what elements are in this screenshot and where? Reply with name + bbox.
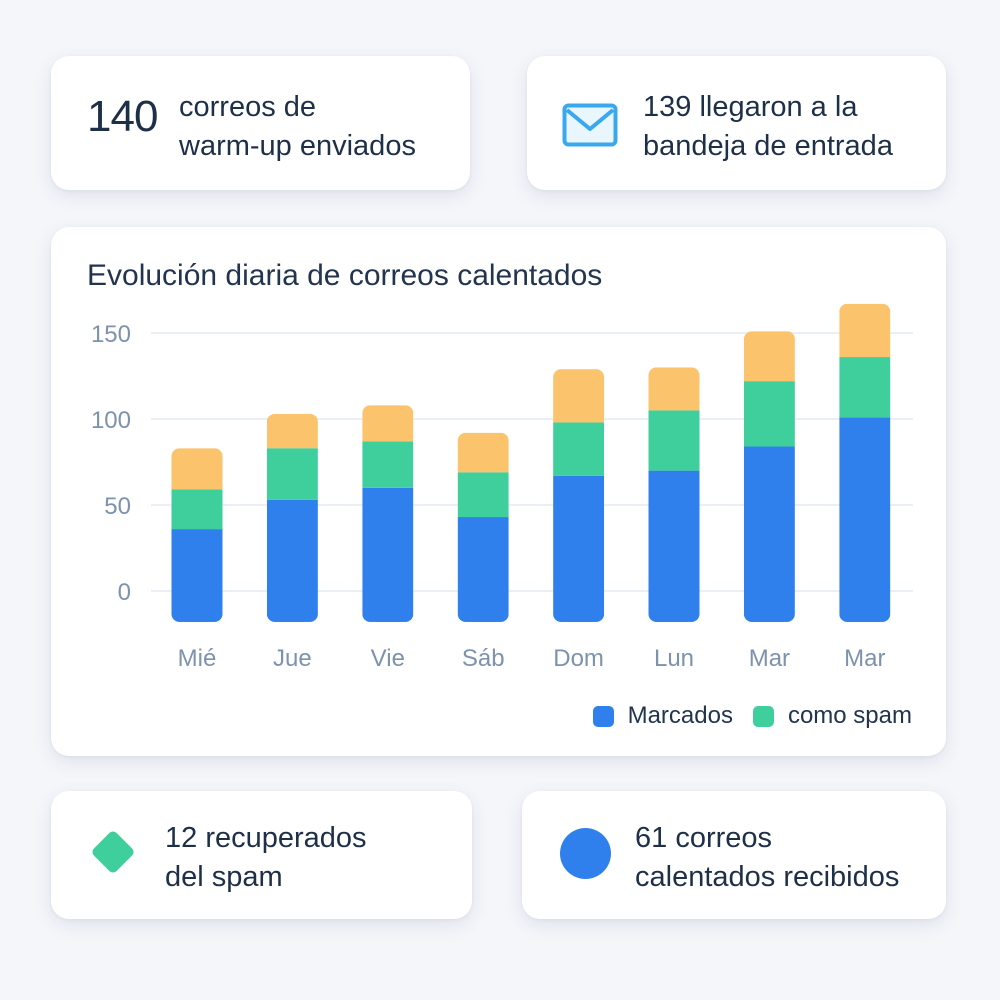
- bar-segment-4-2: [553, 369, 605, 423]
- recovered-label: 12 recuperados del spam: [165, 819, 367, 897]
- dot-icon: [560, 828, 611, 879]
- bar-segment-0-0: [171, 529, 223, 622]
- x-tick-label-3: Sáb: [462, 645, 505, 672]
- bar-stack-0: [171, 448, 223, 622]
- bar-segment-5-2: [648, 367, 700, 411]
- recovered-stat-card: 12 recuperados del spam: [51, 791, 472, 919]
- mail-icon: [562, 103, 618, 147]
- bar-segment-6-0: [743, 446, 795, 622]
- legend-swatch-green: [752, 705, 774, 727]
- x-tick-label-6: Mar: [749, 645, 790, 672]
- bar-segment-0-1: [171, 489, 223, 530]
- received-label-line-1: 61 correos: [635, 822, 773, 854]
- stacked-bar-chart: 0 50 100 150 Mié Jue Vie Sáb Dom Lun Mar Mar: [91, 303, 913, 672]
- sent-label-line-2: warm-up enviados: [179, 130, 416, 162]
- bar-stack-5: [648, 367, 700, 622]
- inbox-label-line-2: bandeja de entrada: [643, 130, 893, 162]
- bar-segment-7-1: [839, 357, 891, 418]
- bar-stack-1: [266, 413, 318, 622]
- bar-segment-3-2: [457, 432, 509, 473]
- bar-segment-3-0: [457, 517, 509, 622]
- bar-stack-6: [743, 331, 795, 622]
- bar-segment-5-0: [648, 470, 700, 622]
- inbox-label: 139 llegaron a la bandeja de entrada: [643, 88, 893, 166]
- received-label-line-2: calentados recibidos: [635, 861, 900, 893]
- bar-segment-1-0: [266, 499, 318, 622]
- bar-segment-4-0: [553, 475, 605, 622]
- received-label: 61 correos calentados recibidos: [635, 819, 899, 897]
- y-tick-label-0: 0: [118, 579, 131, 606]
- x-tick-label-4: Dom: [553, 645, 604, 672]
- bar-segment-7-0: [839, 417, 891, 622]
- bar-segment-1-1: [266, 448, 318, 500]
- bar-segment-2-0: [362, 487, 414, 622]
- x-tick-label-2: Vie: [371, 645, 405, 672]
- bar-stack-2: [362, 405, 414, 622]
- bar-segment-5-1: [648, 410, 700, 471]
- bar-stack-3: [457, 432, 509, 622]
- bar-segment-4-1: [553, 422, 605, 476]
- y-tick-label-100: 100: [91, 407, 131, 434]
- legend-label-spam: como spam: [787, 702, 912, 729]
- y-tick-label-50: 50: [104, 493, 131, 520]
- legend-label-marcados: Marcados: [627, 702, 733, 729]
- bar-segment-1-2: [266, 413, 318, 449]
- diamond-icon: [90, 829, 136, 875]
- bar-segment-3-1: [457, 472, 509, 518]
- bar-segment-0-2: [171, 448, 223, 490]
- bar-segment-6-2: [743, 331, 795, 382]
- sent-count: 140: [87, 92, 158, 141]
- sent-label: correos de warm-up enviados: [179, 88, 416, 166]
- inbox-stat-card: 139 llegaron a la bandeja de entrada: [527, 56, 946, 190]
- x-tick-label-1: Jue: [273, 645, 312, 672]
- bar-segment-6-1: [743, 381, 795, 447]
- recovered-label-line-2: del spam: [165, 861, 283, 893]
- chart-title: Evolución diaria de correos calentados: [87, 259, 603, 292]
- legend-item-spam: como spam: [752, 702, 912, 730]
- bar-segment-2-2: [362, 405, 414, 442]
- recovered-label-line-1: 12 recuperados: [165, 822, 367, 854]
- sent-label-line-1: correos de: [179, 91, 317, 123]
- chart-card: Evolución diaria de correos calentados 0…: [51, 227, 946, 756]
- bar-stack-4: [553, 369, 605, 622]
- bar-segment-2-1: [362, 441, 414, 488]
- chart-legend: Marcados como spam: [573, 702, 912, 730]
- x-tick-label-7: Mar: [844, 645, 885, 672]
- bar-segment-7-2: [839, 303, 891, 358]
- x-tick-label-5: Lun: [654, 645, 694, 672]
- legend-swatch-blue: [592, 705, 614, 727]
- bar-stack-7: [839, 303, 891, 622]
- inbox-label-line-1: 139 llegaron a la: [643, 91, 858, 123]
- y-tick-label-150: 150: [91, 321, 131, 348]
- sent-stat-card: 140 correos de warm-up enviados: [51, 56, 470, 190]
- legend-item-marcados: Marcados: [592, 702, 733, 730]
- received-stat-card: 61 correos calentados recibidos: [522, 791, 946, 919]
- x-tick-label-0: Mié: [178, 645, 217, 672]
